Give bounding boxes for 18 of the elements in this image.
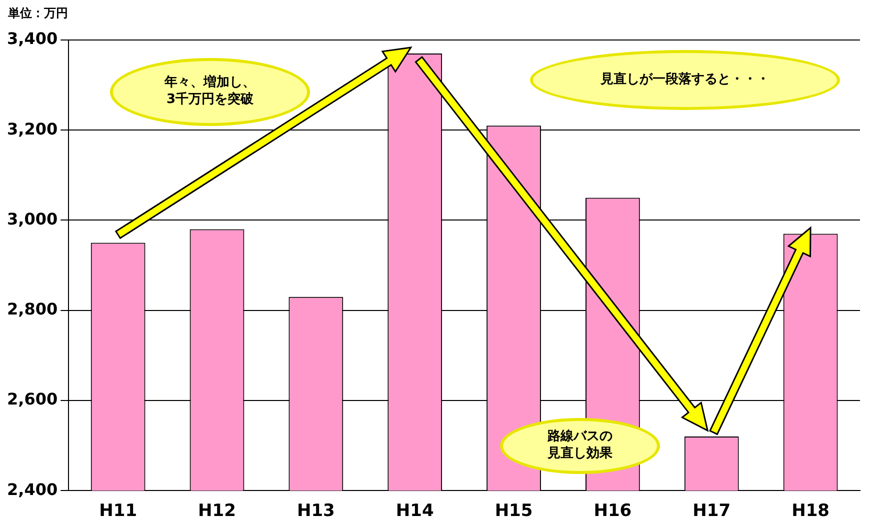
x-tick-label: H16 bbox=[594, 501, 632, 522]
y-tick-label: 3,200 bbox=[7, 119, 58, 138]
x-tick-label: H14 bbox=[396, 501, 434, 522]
y-tick-label: 3,000 bbox=[7, 209, 58, 228]
x-tick-label: H13 bbox=[296, 501, 335, 522]
annotation: 年々、増加し、3千万円を突破 bbox=[163, 75, 256, 109]
x-tick-label: H15 bbox=[494, 501, 533, 522]
y-tick-label: 2,400 bbox=[7, 480, 58, 499]
x-tick-label: H12 bbox=[198, 501, 236, 522]
y-tick-label: 3,400 bbox=[7, 29, 58, 48]
x-tick-label: H11 bbox=[99, 501, 138, 522]
y-tick-label: 2,800 bbox=[7, 300, 58, 319]
y-tick-label: 2,600 bbox=[7, 390, 58, 409]
x-tick-label: H17 bbox=[692, 501, 731, 522]
annotation: 路線バスの見直し効果 bbox=[546, 429, 614, 463]
text: 単位：万円 bbox=[8, 6, 68, 22]
x-tick-label: H18 bbox=[792, 501, 830, 522]
annotation: 見直しが一段落すると・・・ bbox=[600, 72, 770, 88]
